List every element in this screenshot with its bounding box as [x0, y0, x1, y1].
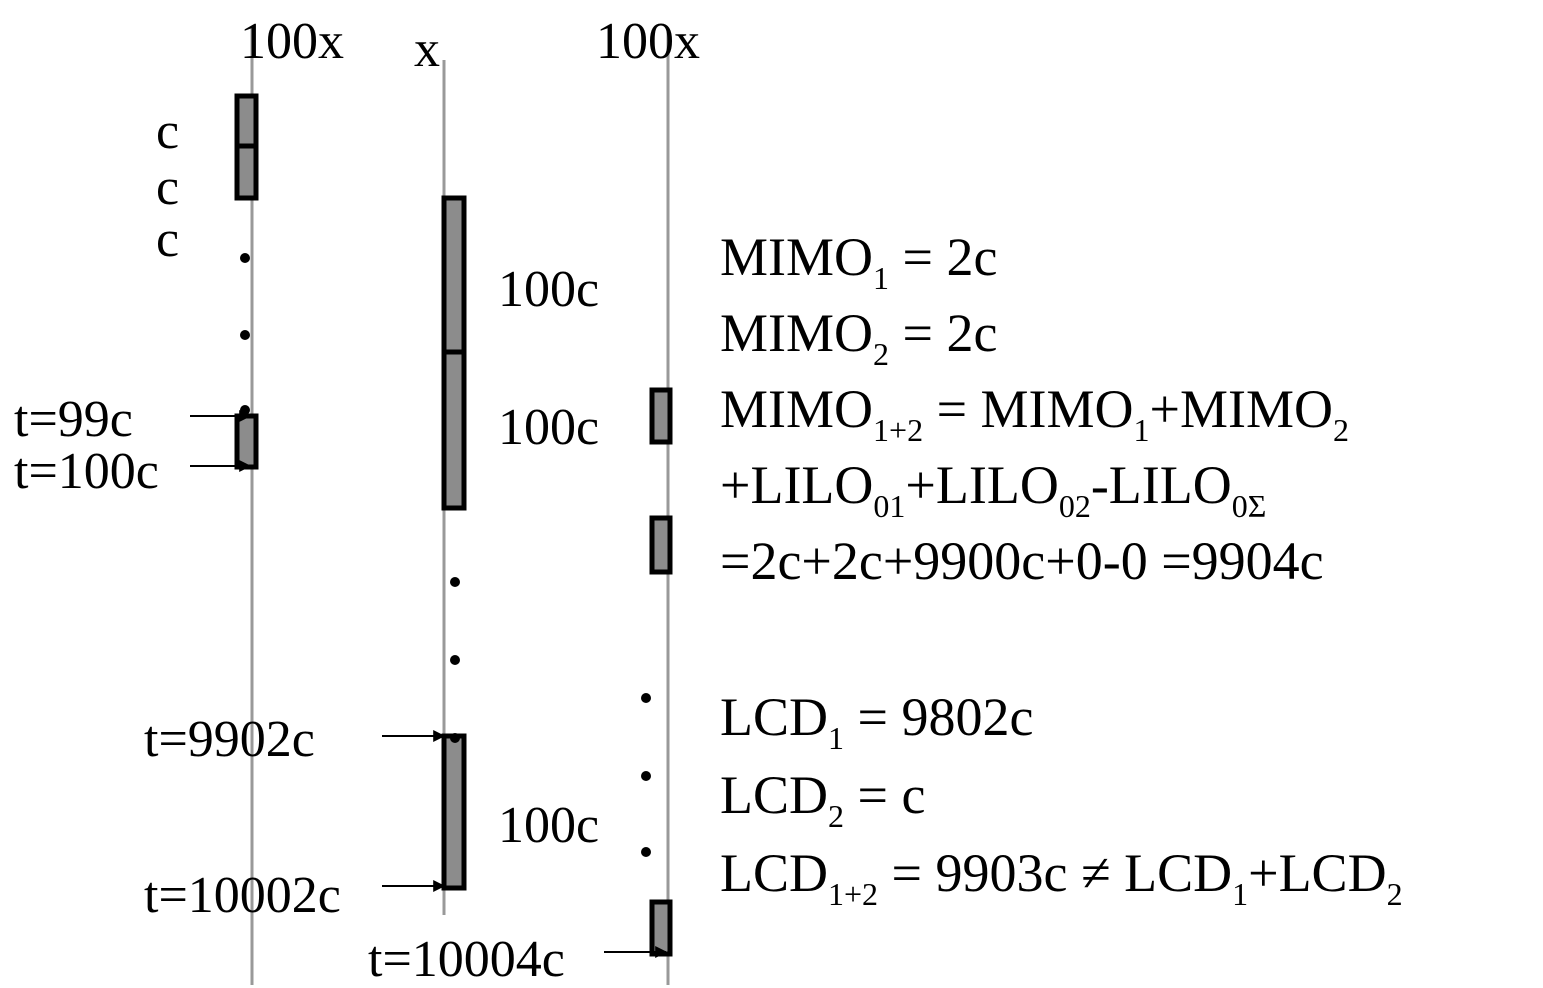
left-t-start-label: t=99c [14, 391, 133, 448]
middle-column-header: x [414, 21, 440, 78]
right-column-header: 100x [596, 13, 700, 70]
total-equation-line: =2c+2c+9900c+0-0 =9904c [720, 531, 1324, 591]
right-dot-1 [641, 693, 651, 703]
right-t-end-label: t=10004c [368, 931, 565, 988]
middle-dot-3 [450, 733, 460, 743]
left-c-label-2: c [156, 159, 180, 216]
left-t-end-label: t=100c [14, 443, 159, 500]
middle-block-last [441, 733, 467, 891]
right-block-2 [649, 515, 673, 575]
middle-dot-1 [450, 577, 460, 587]
middle-block-1 [441, 195, 467, 355]
lcd12-equation: LCD1+2 = 9903c ≠ LCD1+LCD2 [720, 843, 1403, 912]
left-block-2 [234, 143, 259, 201]
right-block-1 [649, 387, 673, 445]
middle-dot-2 [450, 655, 460, 665]
lcd2-equation: LCD2 = c [720, 765, 926, 834]
middle-duration-label-1: 100c [498, 261, 600, 318]
mimo2-equation: MIMO2 = 2c [720, 303, 998, 372]
right-dot-2 [641, 771, 651, 781]
left-dot-1 [240, 253, 250, 263]
middle-t-end-label: t=10002c [144, 867, 341, 924]
right-block-last [649, 899, 673, 957]
left-dot-3 [240, 405, 250, 415]
lilo-equation-line: +LILO01+LILO02-LILO0Σ [720, 455, 1267, 524]
left-dot-2 [240, 330, 250, 340]
mimo1-equation: MIMO1 = 2c [720, 227, 998, 296]
left-c-label-3: c [156, 211, 180, 268]
middle-block-2 [441, 349, 467, 511]
mimo12-equation: MIMO1+2 = MIMO1+MIMO2 [720, 379, 1349, 448]
middle-duration-label-3: 100c [498, 797, 600, 854]
left-c-label-1: c [156, 103, 180, 160]
left-block-1 [234, 93, 259, 149]
right-dot-3 [641, 847, 651, 857]
left-block-last [234, 413, 259, 470]
middle-duration-label-2: 100c [498, 399, 600, 456]
lcd1-equation: LCD1 = 9802c [720, 687, 1034, 756]
middle-t-start-label: t=9902c [144, 711, 315, 768]
left-column-header: 100x [240, 13, 344, 70]
